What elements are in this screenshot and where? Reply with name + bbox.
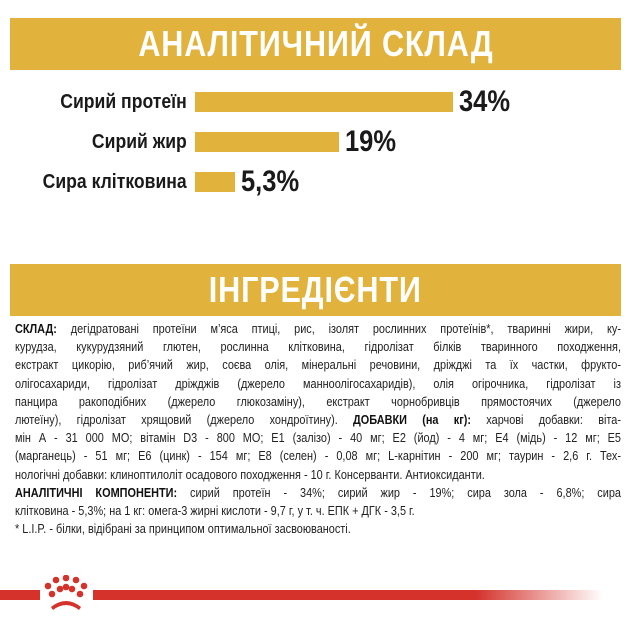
text-segment: нологічні добавки: клиноптилоліт осадово… xyxy=(15,466,485,482)
text-line: * L.I.P. - білки, відібрані за принципом… xyxy=(15,520,621,538)
text-segment: олігосахариди, гідролізат дріжджів (джер… xyxy=(15,375,621,391)
text-segment: (марганець) - 51 мг; Е6 (цинк) - 154 мг;… xyxy=(15,448,621,464)
text-line: клітковина - 5,3%; на 1 кг: омега-3 жирн… xyxy=(15,502,621,520)
section-label: АНАЛІТИЧНІ КОМПОНЕНТИ: xyxy=(15,484,191,500)
text-line: панцира ракоподібних (джерело глюкозамін… xyxy=(15,393,621,411)
nutrient-value: 5,3% xyxy=(241,165,300,198)
text-line: (марганець) - 51 мг; Е6 (цинк) - 154 мг;… xyxy=(15,447,621,465)
nutrient-value: 19% xyxy=(345,125,397,158)
ingredients-title: ІНГРЕДІЄНТИ xyxy=(209,269,422,310)
nutrient-label: Сирий жир xyxy=(92,131,187,153)
nutrient-bar xyxy=(195,132,340,152)
text-line: лютеїну), гідролізат хрящовий (джерело х… xyxy=(15,411,621,429)
footer-line xyxy=(93,590,603,600)
text-segment: сирий протеїн - 34%; сирий жир - 19%; си… xyxy=(190,484,621,500)
analysis-row: Сирий жир 19% xyxy=(0,125,637,158)
royal-canin-crown-icon xyxy=(44,575,88,610)
nutrient-value: 34% xyxy=(459,85,511,118)
text-line: курудза, кукурудзяний глютен, рослинна к… xyxy=(15,338,621,356)
nutrient-label: Сирий протеїн xyxy=(60,91,188,113)
text-segment: панцира ракоподібних (джерело глюкозамін… xyxy=(15,393,621,409)
nutrient-bar xyxy=(195,172,236,192)
section-label: ДОБАВКИ (на кг): xyxy=(353,412,487,428)
text-segment: курудза, кукурудзяний глютен, рослинна к… xyxy=(15,339,621,355)
analysis-row: Сира клітковина 5,3% xyxy=(0,165,637,198)
text-segment: дегідратовані протеїни м’яса птиці, рис,… xyxy=(70,321,621,336)
footer-line-left xyxy=(0,590,40,600)
text-line: екстракт цикорію, риб’ячий жир, соєва ол… xyxy=(15,356,621,374)
ingredients-header: ІНГРЕДІЄНТИ xyxy=(10,264,621,316)
text-segment: мін А - 31 000 МО; вітамін D3 - 800 МО; … xyxy=(15,430,621,446)
analysis-header: АНАЛІТИЧНИЙ СКЛАД xyxy=(10,18,621,70)
section-label: СКЛАД: xyxy=(15,321,71,336)
text-segment: лютеїну), гідролізат хрящовий (джерело х… xyxy=(15,412,354,428)
analysis-title: АНАЛІТИЧНИЙ СКЛАД xyxy=(137,23,494,64)
nutrient-bar xyxy=(195,92,454,112)
analysis-row: Сирий протеїн 34% xyxy=(0,85,637,118)
text-line: нологічні добавки: клиноптилоліт осадово… xyxy=(15,466,621,484)
text-line: мін А - 31 000 МО; вітамін D3 - 800 МО; … xyxy=(15,429,621,447)
text-segment: харчові добавки: віта- xyxy=(486,412,621,428)
ingredients-text: СКЛАД: дегідратовані протеїни м’яса птиц… xyxy=(15,320,621,538)
text-segment: * L.I.P. - білки, відібрані за принципом… xyxy=(15,521,351,537)
nutrient-label: Сира клітковина xyxy=(42,171,187,193)
text-line: олігосахариди, гідролізат дріжджів (джер… xyxy=(15,375,621,393)
text-segment: екстракт цикорію, риб’ячий жир, соєва ол… xyxy=(15,357,621,373)
text-line: АНАЛІТИЧНІ КОМПОНЕНТИ: сирий протеїн - 3… xyxy=(15,484,621,502)
text-segment: клітковина - 5,3%; на 1 кг: омега-3 жирн… xyxy=(15,503,415,519)
text-line: СКЛАД: дегідратовані протеїни м’яса птиц… xyxy=(15,320,621,338)
